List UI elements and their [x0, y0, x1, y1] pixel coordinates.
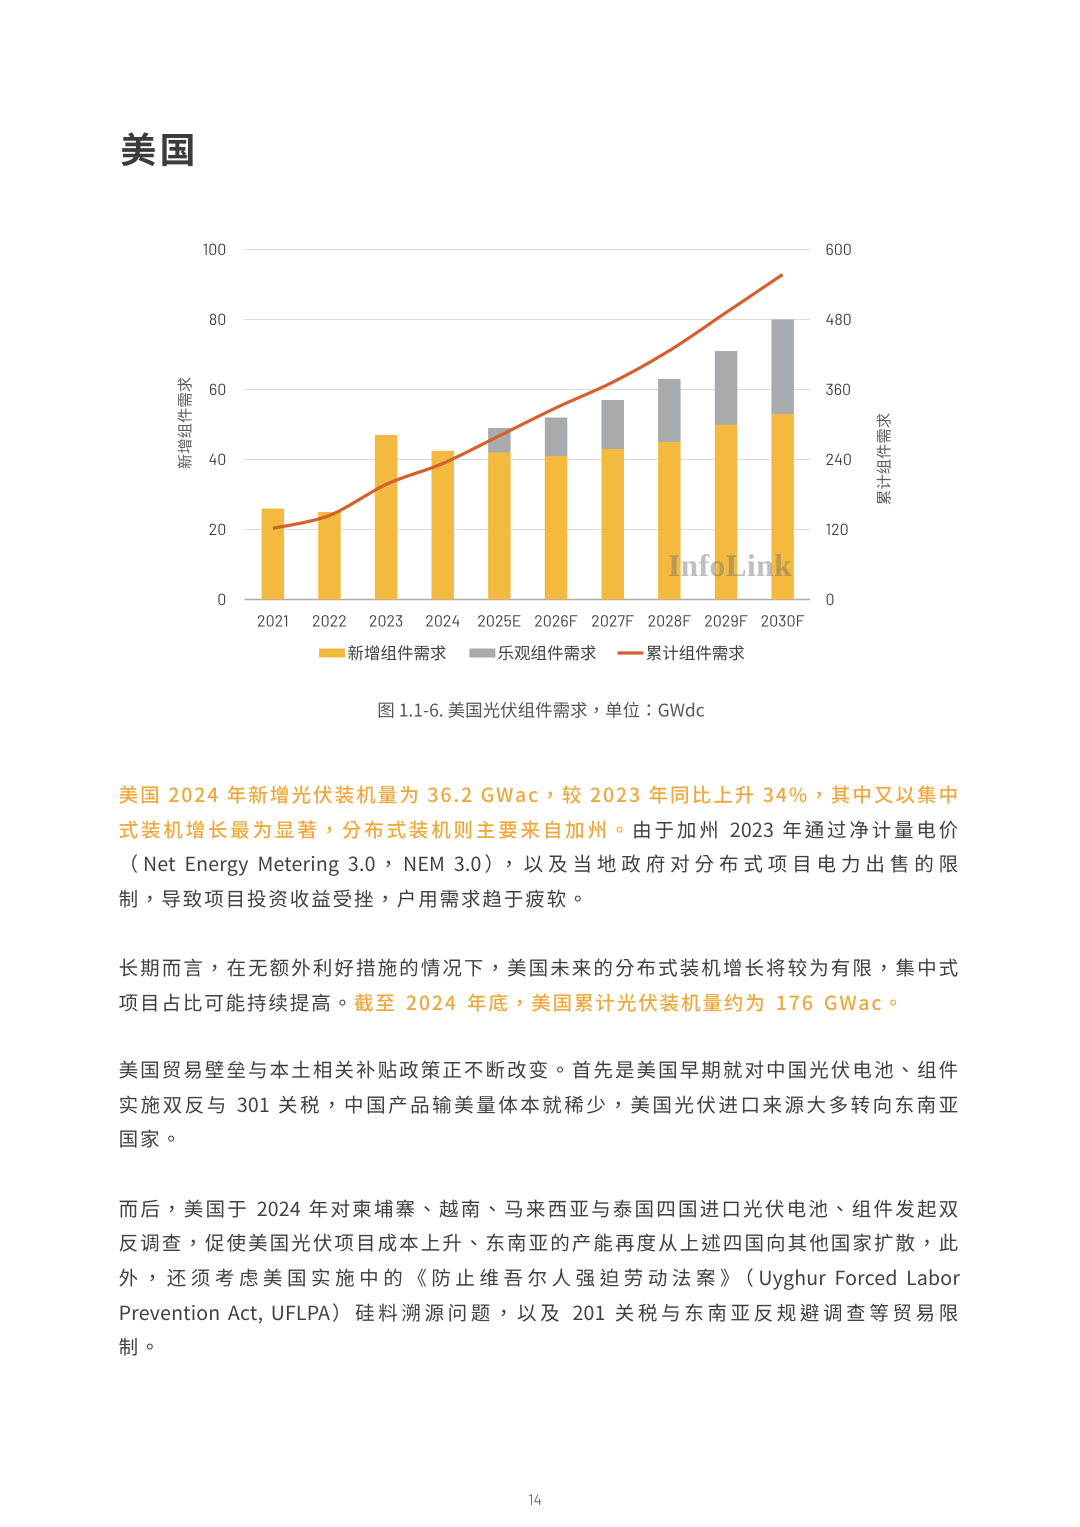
- svg-text:2021: 2021: [257, 612, 289, 631]
- svg-text:360: 360: [826, 380, 852, 399]
- svg-text:2030F: 2030F: [761, 612, 805, 631]
- svg-text:100: 100: [203, 240, 227, 259]
- svg-text:600: 600: [826, 240, 852, 259]
- svg-text:InfoLink: InfoLink: [668, 548, 792, 583]
- svg-text:0: 0: [217, 590, 226, 609]
- svg-text:累计组件需求: 累计组件需求: [873, 413, 895, 505]
- svg-text:2027F: 2027F: [591, 612, 634, 631]
- svg-text:2024: 2024: [425, 612, 460, 631]
- svg-text:60: 60: [209, 380, 226, 399]
- svg-text:图 1.1-6. 美国光伏组件需求，单位：GWdc: 图 1.1-6. 美国光伏组件需求，单位：GWdc: [377, 698, 704, 723]
- svg-text:120: 120: [826, 520, 849, 539]
- svg-text:0: 0: [826, 590, 835, 609]
- svg-text:新增组件需求: 新增组件需求: [348, 640, 447, 664]
- svg-text:2023: 2023: [369, 612, 403, 631]
- svg-text:80: 80: [209, 310, 226, 329]
- svg-text:40: 40: [208, 450, 226, 469]
- svg-text:2029F: 2029F: [704, 612, 748, 631]
- svg-text:2028F: 2028F: [648, 612, 692, 631]
- svg-text:240: 240: [826, 450, 852, 469]
- svg-text:20: 20: [209, 520, 227, 539]
- svg-text:2026F: 2026F: [534, 612, 578, 631]
- svg-text:新增组件需求: 新增组件需求: [174, 377, 196, 469]
- svg-text:2025E: 2025E: [477, 612, 521, 631]
- svg-text:乐观组件需求: 乐观组件需求: [498, 640, 597, 664]
- svg-text:480: 480: [826, 310, 852, 329]
- svg-text:2022: 2022: [312, 612, 347, 631]
- svg-text:累计组件需求: 累计组件需求: [646, 640, 745, 664]
